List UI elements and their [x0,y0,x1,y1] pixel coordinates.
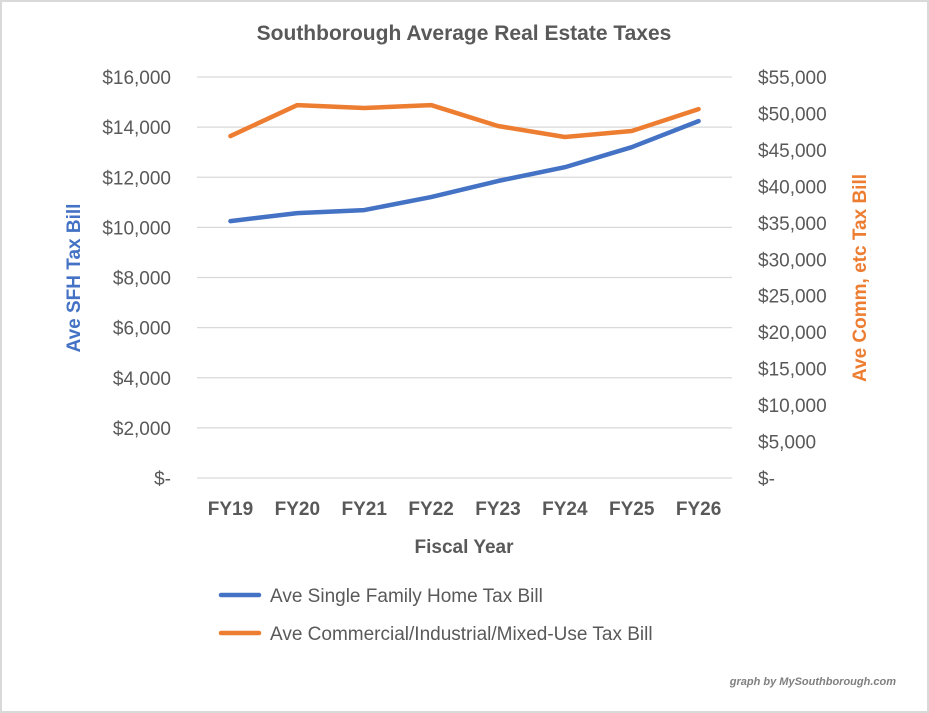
series-lines [228,102,701,224]
left-tick-label: $14,000 [102,118,171,139]
x-tick-label: FY26 [676,499,721,520]
right-tick-label: $10,000 [758,396,827,417]
x-tick-label: FY19 [208,499,253,520]
legend-label: Ave Commercial/Industrial/Mixed-Use Tax … [270,624,653,645]
right-tick-label: $55,000 [758,68,827,89]
left-tick-label: $16,000 [102,68,171,89]
left-tick-label: $6,000 [113,319,171,340]
left-axis-title: Ave SFH Tax Bill [64,204,85,353]
right-tick-label: $45,000 [758,141,827,162]
right-tick-label: $25,000 [758,287,827,308]
x-tick-label: FY22 [408,499,453,520]
series-line [228,102,701,140]
left-tick-label: $4,000 [113,369,171,390]
left-axis-ticks: $- $2,000 $4,000 $6,000 $8,000 $10,000 $12,000… [102,68,171,490]
series-line [228,118,701,224]
right-tick-label: $40,000 [758,177,827,198]
x-axis-title: Fiscal Year [415,537,515,558]
right-tick-label: $- [758,469,775,490]
right-axis-ticks: $- $5,000 $10,000 $15,000 $20,000 $25,000 $30,… [758,68,827,490]
x-tick-label: FY24 [542,499,588,520]
right-tick-label: $35,000 [758,214,827,235]
left-tick-label: $- [154,469,171,490]
x-tick-label: FY21 [341,499,387,520]
legend-label: Ave Single Family Home Tax Bill [270,586,543,607]
right-tick-label: $50,000 [758,104,827,125]
x-tick-label: FY25 [609,499,655,520]
left-tick-label: $8,000 [113,269,171,290]
right-tick-label: $30,000 [758,250,827,271]
gridlines [197,76,732,479]
right-axis-title: Ave Comm, etc Tax Bill [850,174,871,382]
x-tick-label: FY23 [475,499,520,520]
right-tick-label: $5,000 [758,433,816,454]
right-tick-label: $20,000 [758,323,827,344]
credit-annotation: graph by MySouthborough.com [729,676,896,688]
left-tick-label: $12,000 [102,168,171,189]
left-tick-label: $10,000 [102,218,171,239]
chart-title: Southborough Average Real Estate Taxes [257,22,672,45]
left-tick-label: $2,000 [113,419,171,440]
right-tick-label: $15,000 [758,360,827,381]
x-tick-label: FY20 [275,499,320,520]
legend: Ave Single Family Home Tax Bill Ave Comme… [218,586,653,645]
x-axis-ticks: FY19 FY20 FY21 FY22 FY23 FY24 FY25 FY26 [208,499,722,520]
